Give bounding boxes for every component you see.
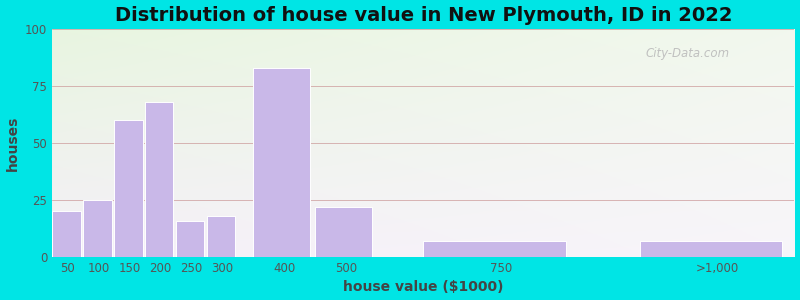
X-axis label: house value ($1000): house value ($1000) <box>343 280 503 294</box>
Text: City-Data.com: City-Data.com <box>646 47 730 60</box>
Bar <box>423 241 566 257</box>
Bar <box>114 120 142 257</box>
Bar <box>176 220 204 257</box>
Title: Distribution of house value in New Plymouth, ID in 2022: Distribution of house value in New Plymo… <box>114 6 732 25</box>
Bar <box>640 241 782 257</box>
Bar <box>83 200 111 257</box>
Bar <box>254 68 310 257</box>
Y-axis label: houses: houses <box>6 115 19 171</box>
Bar <box>315 207 372 257</box>
Bar <box>52 212 81 257</box>
Bar <box>207 216 235 257</box>
Bar <box>145 102 174 257</box>
